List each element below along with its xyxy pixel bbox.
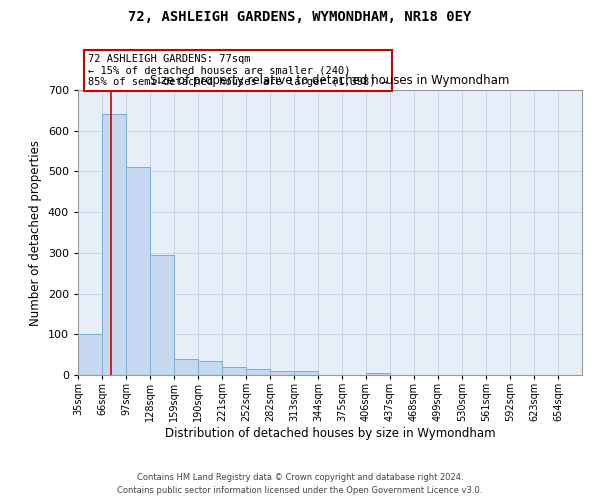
Bar [102,114,126,375]
Y-axis label: Number of detached properties: Number of detached properties [29,140,42,326]
Text: Contains HM Land Registry data © Crown copyright and database right 2024.
Contai: Contains HM Land Registry data © Crown c… [118,474,482,495]
Bar [294,371,318,375]
X-axis label: Distribution of detached houses by size in Wymondham: Distribution of detached houses by size … [164,427,496,440]
Bar [198,361,222,375]
Bar [174,358,198,375]
Bar [246,369,270,375]
Text: 72 ASHLEIGH GARDENS: 77sqm
← 15% of detached houses are smaller (240)
85% of sem: 72 ASHLEIGH GARDENS: 77sqm ← 15% of deta… [88,54,388,87]
Bar [78,334,102,375]
Text: 72, ASHLEIGH GARDENS, WYMONDHAM, NR18 0EY: 72, ASHLEIGH GARDENS, WYMONDHAM, NR18 0E… [128,10,472,24]
Bar [222,367,246,375]
Bar [270,371,294,375]
Bar [126,168,150,375]
Bar [150,255,174,375]
Bar [366,373,390,375]
Title: Size of property relative to detached houses in Wymondham: Size of property relative to detached ho… [151,74,509,88]
